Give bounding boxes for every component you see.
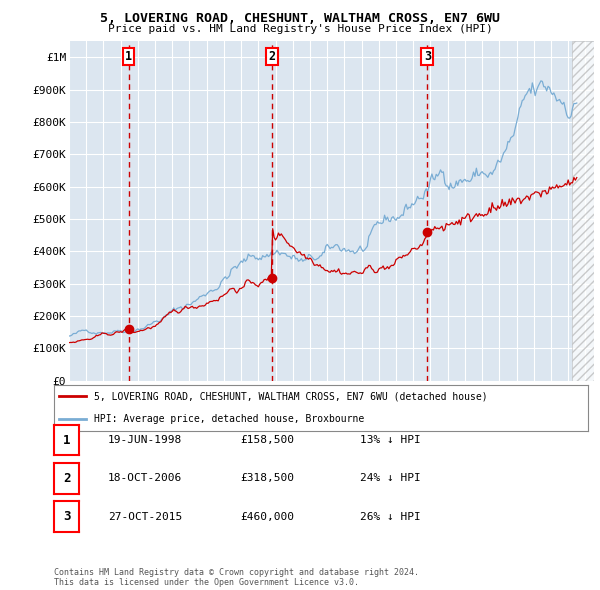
Text: 2: 2 [269, 50, 275, 63]
Text: 27-OCT-2015: 27-OCT-2015 [108, 512, 182, 522]
Text: 19-JUN-1998: 19-JUN-1998 [108, 435, 182, 445]
Text: Contains HM Land Registry data © Crown copyright and database right 2024.
This d: Contains HM Land Registry data © Crown c… [54, 568, 419, 587]
Text: 24% ↓ HPI: 24% ↓ HPI [360, 474, 421, 483]
Text: 18-OCT-2006: 18-OCT-2006 [108, 474, 182, 483]
Text: £460,000: £460,000 [240, 512, 294, 522]
Bar [572, 41, 600, 381]
Text: 1: 1 [125, 50, 132, 63]
Text: 2: 2 [63, 472, 70, 485]
Text: 5, LOVERING ROAD, CHESHUNT, WALTHAM CROSS, EN7 6WU: 5, LOVERING ROAD, CHESHUNT, WALTHAM CROS… [100, 12, 500, 25]
Text: 3: 3 [424, 50, 431, 63]
Text: 13% ↓ HPI: 13% ↓ HPI [360, 435, 421, 445]
Text: 26% ↓ HPI: 26% ↓ HPI [360, 512, 421, 522]
Text: 1: 1 [63, 434, 70, 447]
Text: 5, LOVERING ROAD, CHESHUNT, WALTHAM CROSS, EN7 6WU (detached house): 5, LOVERING ROAD, CHESHUNT, WALTHAM CROS… [94, 391, 488, 401]
Text: HPI: Average price, detached house, Broxbourne: HPI: Average price, detached house, Brox… [94, 414, 364, 424]
Text: 3: 3 [63, 510, 70, 523]
Text: £158,500: £158,500 [240, 435, 294, 445]
Text: £318,500: £318,500 [240, 474, 294, 483]
Bar [572, 41, 600, 381]
Text: Price paid vs. HM Land Registry's House Price Index (HPI): Price paid vs. HM Land Registry's House … [107, 24, 493, 34]
